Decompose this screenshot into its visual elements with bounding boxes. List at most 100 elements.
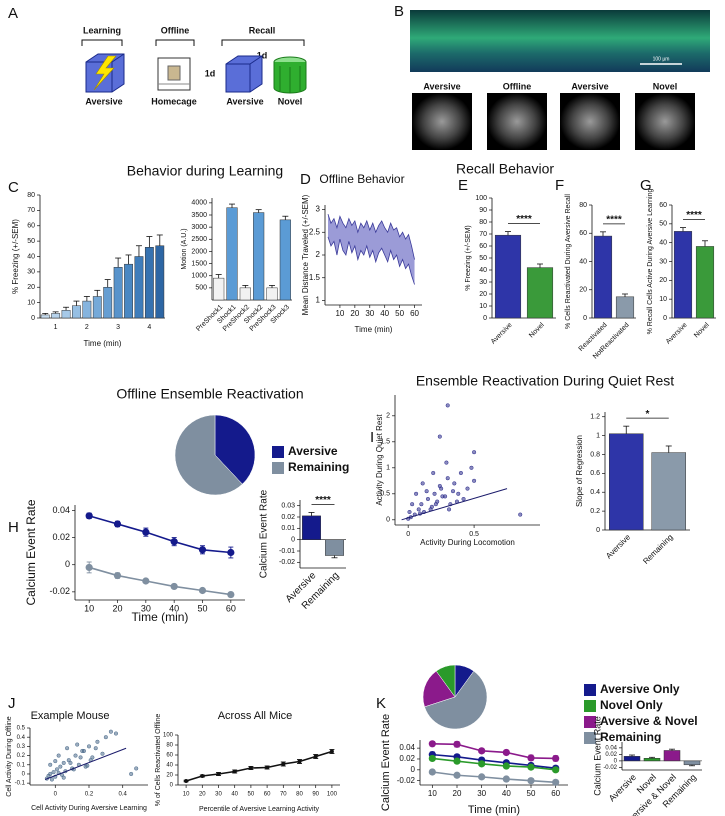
y-tick-label: 0: [65, 559, 70, 569]
point: [85, 763, 90, 768]
point: [461, 496, 466, 502]
x-tick-label: Remaining: [641, 533, 674, 566]
y-axis-label: % Cells Reactivated During Aversive Reca…: [565, 194, 572, 329]
y-tick-label: 80: [579, 202, 587, 209]
y-tick-label: 0.2: [590, 508, 600, 515]
point: [478, 773, 486, 781]
y-tick-label: 0.2: [17, 753, 26, 759]
y-tick-label: 3000: [191, 224, 207, 231]
legend-swatch: [584, 716, 596, 728]
y-tick-label: 30: [659, 258, 667, 265]
point: [113, 520, 122, 528]
legend-swatch: [272, 446, 284, 458]
point: [81, 748, 86, 754]
y-axis-label: Calcium Event Rate: [592, 716, 602, 796]
series-line: [88, 515, 231, 554]
y-axis-label: % Freezing (+/-SEM): [11, 219, 20, 294]
point: [450, 489, 456, 494]
y-tick-label: 1.2: [590, 414, 600, 421]
point: [437, 483, 442, 489]
point: [61, 775, 66, 780]
legend-swatch: [272, 462, 284, 474]
point: [198, 586, 207, 595]
legend-label: Novel Only: [600, 698, 663, 712]
y-tick-label: 0.04: [399, 743, 415, 752]
x-axis-label: Percentile of Aversive Learning Activity: [199, 806, 320, 813]
point: [502, 762, 510, 770]
legend-label: Aversive: [288, 444, 338, 458]
x-tick-label: 20: [199, 792, 206, 798]
point: [552, 778, 560, 786]
point: [227, 590, 235, 599]
y-tick-label: 0.04: [605, 745, 617, 751]
y-tick-label: 4000: [191, 200, 207, 207]
y-tick-label: 0.02: [399, 754, 415, 763]
point: [216, 772, 221, 776]
point: [113, 571, 122, 580]
x-tick-label: 30: [477, 789, 486, 798]
pie-slice: [174, 414, 243, 496]
panel-letter: G: [640, 177, 652, 194]
y-tick-label: 0: [583, 315, 587, 322]
y-tick-label: 80: [27, 192, 35, 199]
interval-label: 1d: [205, 68, 216, 78]
y-tick-label: 0.02: [605, 752, 617, 758]
x-tick-label: 70: [280, 792, 287, 798]
y-axis-label: Slope of Regression: [575, 435, 584, 507]
bar: [643, 758, 661, 762]
chart-title: Ensemble Reactivation During Quiet Rest: [416, 373, 674, 389]
y-tick-label: 0.1: [17, 762, 26, 768]
y-tick-label: 0: [663, 315, 667, 322]
bar: [609, 433, 644, 531]
point: [420, 481, 425, 486]
y-tick-label: 2: [386, 413, 390, 420]
point: [86, 744, 92, 749]
point: [552, 754, 560, 763]
legend-label: Remaining: [600, 730, 661, 744]
y-tick-label: 0.4: [590, 489, 600, 496]
x-tick-label: 0.5: [469, 531, 479, 538]
phase-label: Learning: [83, 25, 121, 35]
x-tick-label: 90: [312, 792, 319, 798]
point: [453, 771, 461, 779]
imaging-tile: [560, 93, 620, 150]
chart-title: Offline Behavior: [319, 172, 404, 186]
y-tick-label: 1500: [191, 260, 207, 267]
bar: [279, 219, 291, 301]
x-tick-label: 50: [527, 789, 536, 798]
bar: [40, 314, 50, 319]
x-axis-label: Activity During Locomotion: [420, 538, 515, 547]
point: [416, 507, 421, 512]
bar: [266, 287, 278, 301]
y-tick-label: 60: [579, 230, 587, 237]
point: [472, 478, 477, 483]
point: [198, 546, 207, 554]
y-tick-label: 70: [479, 231, 487, 238]
session-label: Aversive: [571, 81, 608, 91]
legend-swatch: [584, 684, 596, 696]
point: [54, 767, 60, 772]
y-axis-label: Activity During Quiet Rest: [375, 414, 384, 506]
pie-slice: [214, 414, 256, 485]
x-tick-label: 40: [231, 792, 238, 798]
point: [93, 746, 98, 751]
point: [445, 476, 450, 481]
bar: [144, 247, 154, 319]
bar: [494, 234, 522, 319]
bar: [72, 305, 81, 319]
point: [453, 740, 461, 748]
point: [142, 528, 150, 536]
y-tick-label: 1: [386, 465, 390, 472]
bar: [623, 756, 641, 762]
bar: [325, 539, 344, 556]
y-tick-label: -0.02: [279, 559, 295, 566]
bar: [526, 267, 554, 319]
imaging-tile: [487, 93, 547, 150]
imaging-tile: [412, 93, 472, 150]
y-axis-label: Motion (A.U.): [181, 228, 188, 269]
homecage-icon: [157, 57, 191, 91]
bar: [213, 277, 225, 301]
series-line: [185, 750, 333, 782]
series-line: [327, 236, 415, 285]
x-axis-label: Time (min): [84, 339, 122, 348]
